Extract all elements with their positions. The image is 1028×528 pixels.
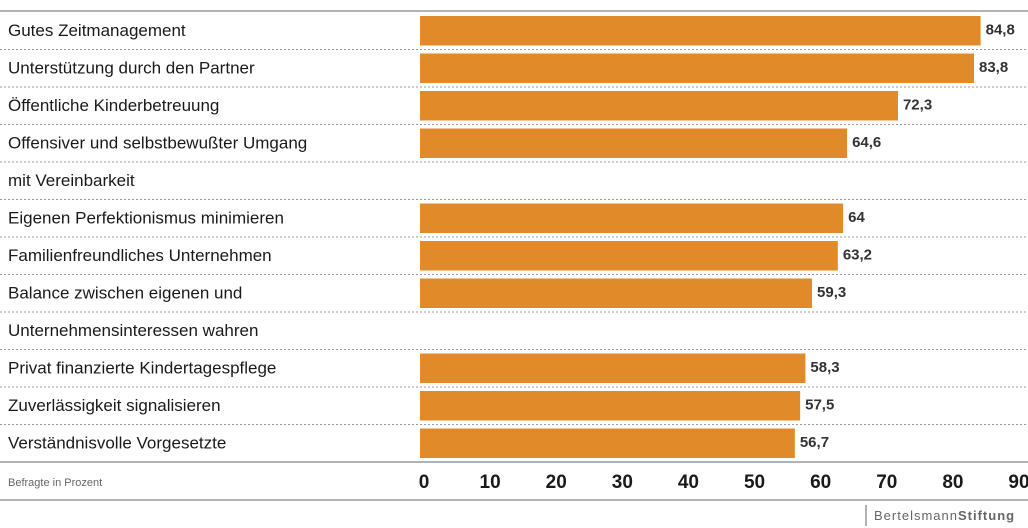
bar	[420, 203, 844, 233]
bar	[420, 91, 898, 121]
bar	[420, 128, 848, 158]
value-label: 56,7	[800, 434, 829, 451]
value-label: 83,8	[979, 59, 1008, 76]
value-label: 64	[848, 209, 865, 226]
category-label: Familienfreundliches Unternehmen	[8, 246, 272, 265]
x-tick-label: 0	[419, 472, 430, 493]
category-label: Balance zwischen eigenen und	[8, 284, 242, 303]
x-tick-label: 80	[942, 472, 963, 493]
x-tick-label: 40	[678, 472, 699, 493]
value-label: 84,8	[986, 22, 1015, 39]
axis-label: Befragte in Prozent	[8, 477, 102, 489]
category-label: Verständnisvolle Vorgesetzte	[8, 434, 226, 453]
bar	[420, 278, 813, 308]
category-label: Gutes Zeitmanagement	[8, 21, 186, 40]
logo-part: Bertelsmann	[874, 508, 958, 523]
bar	[420, 241, 838, 271]
bar	[420, 53, 975, 83]
category-label: Öffentliche Kinderbetreuung	[8, 96, 219, 115]
value-label: 57,5	[805, 397, 834, 414]
value-label: 72,3	[903, 97, 932, 114]
bar	[420, 16, 981, 46]
source-logo: BertelsmannStiftung	[874, 508, 1015, 523]
category-label: Offensiver und selbstbewußter Umgang	[8, 134, 307, 153]
value-label: 59,3	[817, 284, 846, 301]
value-label: 63,2	[843, 247, 872, 264]
x-tick-label: 30	[612, 472, 633, 493]
category-label: Eigenen Perfektionismus minimieren	[8, 209, 284, 228]
bar	[420, 391, 801, 421]
category-label: mit Vereinbarkeit	[8, 171, 135, 190]
logo-part: Stiftung	[958, 508, 1015, 523]
x-tick-label: 60	[810, 472, 831, 493]
x-tick-label: 10	[480, 472, 501, 493]
x-tick-label: 90	[1008, 472, 1028, 493]
category-label: Privat finanzierte Kindertagespflege	[8, 359, 276, 378]
x-tick-label: 20	[546, 472, 567, 493]
category-label: Unternehmensinteressen wahren	[8, 321, 258, 340]
value-label: 64,6	[852, 134, 881, 151]
bar	[420, 353, 806, 383]
category-label: Unterstützung durch den Partner	[8, 59, 255, 78]
x-tick-label: 50	[744, 472, 765, 493]
x-tick-label: 70	[876, 472, 897, 493]
value-label: 58,3	[810, 359, 839, 376]
category-label: Zuverlässigkeit signalisieren	[8, 396, 221, 415]
bar	[420, 428, 795, 458]
